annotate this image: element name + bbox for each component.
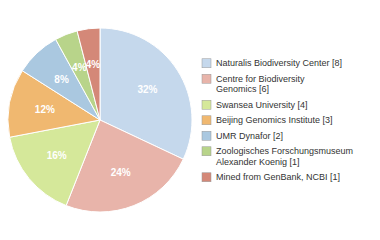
- legend-swatch: [202, 74, 211, 83]
- slice-label: 8%: [54, 74, 69, 85]
- legend: Naturalis Biodiversity Center [8] Centre …: [202, 58, 353, 182]
- legend-label: Mined from GenBank, NCBI [1]: [216, 172, 340, 182]
- slice-label: 4%: [86, 59, 101, 70]
- legend-label-line: Centre for Biodiversity: [216, 74, 305, 84]
- legend-swatch: [202, 173, 211, 182]
- legend-swatch: [202, 131, 211, 140]
- pie: [8, 28, 192, 212]
- legend-label-line: UMR Dynafor [2]: [216, 131, 283, 141]
- chart-svg: 32%24%16%12%8%4%4%Naturalis Biodiversity…: [0, 0, 380, 240]
- slice-label: 32%: [137, 84, 157, 95]
- legend-label-line: Alexander Koenig [1]: [216, 157, 300, 167]
- legend-label-line: Naturalis Biodiversity Center [8]: [216, 58, 342, 68]
- legend-label-line: Beijing Genomics Institute [3]: [216, 115, 333, 125]
- legend-label: Zoologisches ForschungsmuseumAlexander K…: [216, 146, 353, 167]
- legend-label: Naturalis Biodiversity Center [8]: [216, 58, 342, 68]
- legend-swatch: [202, 147, 211, 156]
- legend-label: Beijing Genomics Institute [3]: [216, 115, 333, 125]
- legend-label: Swansea University [4]: [216, 100, 308, 110]
- legend-label-line: Swansea University [4]: [216, 100, 308, 110]
- pie-slice: [77, 28, 100, 120]
- legend-label: UMR Dynafor [2]: [216, 131, 283, 141]
- legend-label-line: Mined from GenBank, NCBI [1]: [216, 172, 340, 182]
- slice-labels: 32%24%16%12%8%4%4%: [35, 59, 158, 178]
- legend-swatch: [202, 116, 211, 125]
- slice-label: 4%: [72, 62, 87, 73]
- slice-label: 12%: [35, 104, 55, 115]
- slice-label: 24%: [111, 167, 131, 178]
- legend-label-line: Genomics [6]: [216, 84, 269, 94]
- legend-swatch: [202, 100, 211, 109]
- legend-label-line: Zoologisches Forschungsmuseum: [216, 146, 353, 156]
- legend-label: Centre for BiodiversityGenomics [6]: [216, 74, 305, 95]
- legend-swatch: [202, 59, 211, 68]
- slice-label: 16%: [47, 150, 67, 161]
- chart: 32%24%16%12%8%4%4%Naturalis Biodiversity…: [0, 0, 380, 240]
